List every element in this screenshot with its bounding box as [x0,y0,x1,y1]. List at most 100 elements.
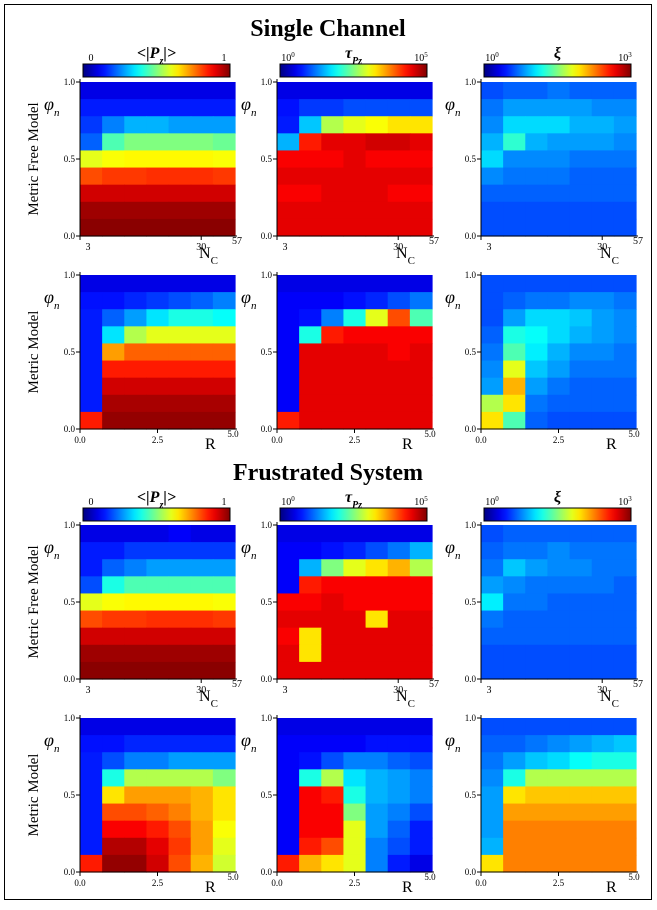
heatmap-cell [387,99,411,117]
x-axis-label: R [205,436,216,453]
heatmap-cell [146,394,170,413]
heatmap-cell [102,218,125,237]
heatmap-cell [321,326,345,345]
heatmap-cell [102,718,125,736]
x-tick-label: 30 [597,242,607,253]
heatmap-cell [613,820,637,839]
heatmap-cell [613,292,637,310]
heatmap-cell [591,133,615,152]
heatmap-cell [343,803,367,822]
heatmap-cell [591,377,615,396]
heatmap-cell [547,99,571,117]
y-tick-label: 0.0 [465,231,477,241]
heatmap-cell [569,769,593,788]
x-tick-label: 30 [196,685,206,696]
heatmap-cell [387,167,411,186]
heatmap-cell [321,854,345,873]
heatmap-cell [591,718,615,736]
heatmap-cell [80,184,103,203]
heatmap-cell [102,803,125,822]
y-axis-label: φn [241,94,257,119]
heatmap-cell [365,377,389,396]
heatmap-cell [190,99,214,117]
heatmap-cell [547,82,571,100]
heatmap-cell [365,661,389,680]
heatmap-cell [190,150,214,169]
heatmap-cell [168,275,192,293]
heatmap-cell [481,610,504,629]
x-tick-label: 5.0 [628,429,640,439]
heatmap-cell [409,394,433,413]
y-tick-label: 1.0 [261,520,273,530]
heatmap-cell [168,525,192,543]
heatmap-cell [409,275,433,293]
heatmap-cell [146,411,170,430]
heatmap-cell [569,735,593,753]
heatmap-cell [212,377,236,396]
heatmap-cell [613,627,637,646]
heatmap-cell [277,542,300,560]
heatmap-cell [525,116,549,134]
heatmap-cell [146,752,170,770]
heatmap-cell [277,576,300,595]
heatmap-cell [503,99,526,117]
heatmap-cell [525,394,549,413]
heatmap-cell [146,150,170,169]
y-tick-label: 0.5 [261,790,273,800]
heatmap-cell [503,82,526,100]
heatmap-cell [525,133,549,152]
y-axis-label: φn [44,94,60,119]
colorbar-tick-label: 1 [222,497,227,508]
heatmap-cell [190,752,214,770]
heatmap-cell [146,559,170,577]
heatmap-cell [321,167,345,186]
y-tick-label: 0.0 [465,424,477,434]
heatmap-cell [547,218,571,237]
heatmap-cell [409,309,433,327]
heatmap-cell [343,275,367,293]
heatmap-cell [212,411,236,430]
heatmap-cell [569,593,593,612]
heatmap-cell [212,150,236,169]
y-tick-label: 0.0 [64,424,76,434]
heatmap-cell [102,837,125,856]
heatmap-cell [365,752,389,770]
heatmap-cell [146,576,170,595]
heatmap-cell [212,576,236,595]
heatmap-cell [124,576,148,595]
heatmap-cell [481,116,504,134]
heatmap-cell [387,150,411,169]
heatmap-panel [80,525,236,680]
heatmap-cell [212,82,236,100]
heatmap-cell [569,610,593,629]
x-tick-label: 5.0 [424,872,436,882]
heatmap-cell [591,661,615,680]
heatmap-cell [613,837,637,856]
heatmap-cell [547,644,571,663]
heatmap-cell [569,411,593,430]
heatmap-cell [503,377,526,396]
heatmap-cell [591,184,615,203]
colorbar [279,63,428,78]
heatmap-panel [277,525,433,680]
heatmap-cell [212,394,236,413]
heatmap-cell [277,292,300,310]
heatmap-cell [190,854,214,873]
heatmap-cell [481,718,504,736]
heatmap-cell [124,542,148,560]
heatmap-cell [365,218,389,237]
heatmap-cell [124,411,148,430]
heatmap-cell [343,292,367,310]
heatmap-cell [613,542,637,560]
heatmap-cell [365,184,389,203]
heatmap-cell [503,718,526,736]
heatmap-cell [343,394,367,413]
heatmap-cell [190,593,214,612]
heatmap-cell [547,769,571,788]
heatmap-cell [102,377,125,396]
heatmap-cell [146,292,170,310]
heatmap-cell [277,803,300,822]
y-axis-label: φn [241,537,257,562]
heatmap-cell [277,718,300,736]
heatmap-cell [343,627,367,646]
